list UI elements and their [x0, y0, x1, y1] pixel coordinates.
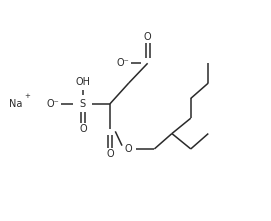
Text: O: O	[106, 149, 114, 159]
Text: Na: Na	[9, 99, 22, 109]
Text: O⁻: O⁻	[117, 58, 130, 68]
Text: O: O	[79, 124, 87, 134]
Text: S: S	[80, 99, 86, 109]
Text: O⁻: O⁻	[47, 99, 60, 109]
Text: O: O	[125, 144, 133, 154]
Text: OH: OH	[75, 77, 91, 87]
Text: +: +	[25, 93, 31, 99]
Text: O: O	[144, 32, 151, 42]
